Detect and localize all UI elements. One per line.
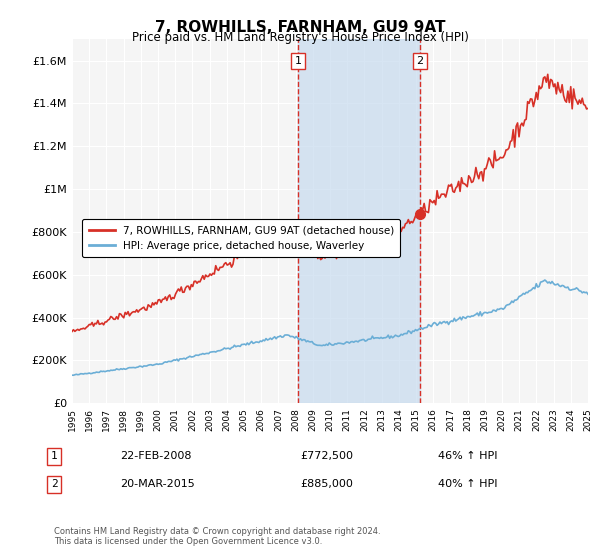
- Text: 1: 1: [295, 56, 301, 66]
- Text: 1: 1: [50, 451, 58, 461]
- Text: Contains HM Land Registry data © Crown copyright and database right 2024.
This d: Contains HM Land Registry data © Crown c…: [54, 526, 380, 546]
- Text: 46% ↑ HPI: 46% ↑ HPI: [438, 451, 497, 461]
- Text: 40% ↑ HPI: 40% ↑ HPI: [438, 479, 497, 489]
- Legend: 7, ROWHILLS, FARNHAM, GU9 9AT (detached house), HPI: Average price, detached hou: 7, ROWHILLS, FARNHAM, GU9 9AT (detached …: [82, 219, 400, 257]
- Text: 20-MAR-2015: 20-MAR-2015: [120, 479, 195, 489]
- Text: 22-FEB-2008: 22-FEB-2008: [120, 451, 191, 461]
- Bar: [298, 39, 419, 403]
- Text: 2: 2: [416, 56, 423, 66]
- Text: £772,500: £772,500: [300, 451, 353, 461]
- Text: £885,000: £885,000: [300, 479, 353, 489]
- Text: Price paid vs. HM Land Registry's House Price Index (HPI): Price paid vs. HM Land Registry's House …: [131, 31, 469, 44]
- Text: 2: 2: [50, 479, 58, 489]
- Text: 7, ROWHILLS, FARNHAM, GU9 9AT: 7, ROWHILLS, FARNHAM, GU9 9AT: [155, 20, 445, 35]
